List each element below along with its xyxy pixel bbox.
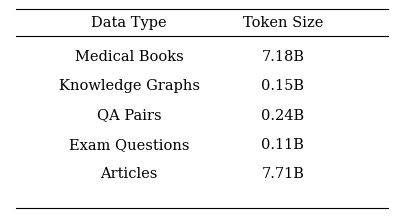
Text: Data Type: Data Type	[91, 16, 167, 30]
Text: Articles: Articles	[101, 167, 158, 181]
Text: Token Size: Token Size	[243, 16, 323, 30]
Text: 0.15B: 0.15B	[261, 79, 304, 93]
Text: Exam Questions: Exam Questions	[69, 138, 189, 152]
Text: Knowledge Graphs: Knowledge Graphs	[59, 79, 200, 93]
Text: 0.11B: 0.11B	[261, 138, 304, 152]
Text: 7.18B: 7.18B	[261, 50, 304, 64]
Text: 0.24B: 0.24B	[261, 109, 304, 122]
Text: 7.71B: 7.71B	[261, 167, 304, 181]
Text: Medical Books: Medical Books	[75, 50, 184, 64]
Text: QA Pairs: QA Pairs	[97, 109, 162, 122]
